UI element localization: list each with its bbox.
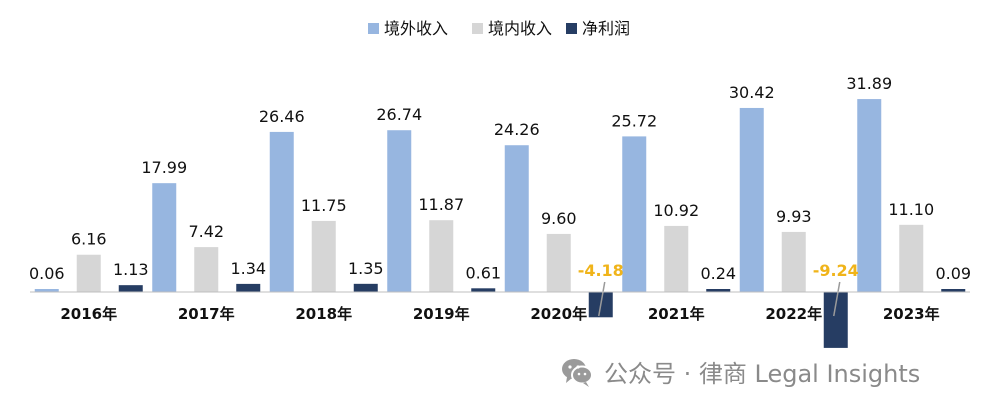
bar-s2-c2 [353, 283, 378, 292]
bar-s0-c6 [739, 107, 764, 292]
data-label-s1-c1: 7.42 [188, 222, 224, 241]
data-label-s2-c2: 1.35 [348, 259, 384, 278]
bar-s1-c1 [194, 247, 219, 292]
bar-s0-c5 [622, 136, 647, 292]
watermark: 公众号 · 律商 Legal Insights [560, 354, 920, 389]
bar-s2-c3 [471, 288, 496, 292]
data-label-s1-c0: 6.16 [71, 230, 107, 249]
data-label-s2-c3: 0.61 [465, 263, 501, 282]
legend-label-0: 境外收入 [384, 19, 448, 38]
data-label-s0-c0: 0.06 [29, 264, 65, 283]
data-label-s2-c0: 1.13 [113, 260, 149, 279]
x-tick-label-6: 2022年 [765, 305, 822, 323]
data-label-s1-c5: 10.92 [653, 201, 699, 220]
legend-label-1: 境内收入 [488, 19, 552, 38]
x-tick-label-4: 2020年 [530, 305, 587, 323]
bar-s0-c0 [34, 289, 59, 292]
data-label-s0-c7: 31.89 [846, 74, 892, 93]
x-tick-label-2: 2018年 [295, 305, 352, 323]
wechat-icon [562, 358, 593, 387]
data-label-s0-c3: 26.74 [376, 105, 422, 124]
data-label-s0-c4: 24.26 [494, 120, 540, 139]
x-axis-ticks: 2016年 2017年 2018年 2019年 2020年 2021年 2022年 2023年 [60, 305, 939, 323]
legend-label-2: 净利润 [582, 19, 630, 38]
data-label-s1-c7: 11.10 [888, 200, 934, 219]
data-label-s0-c6: 30.42 [729, 83, 775, 102]
bar-s1-c2 [311, 220, 336, 292]
data-label-s2-c5: 0.24 [700, 264, 736, 283]
legend: 境外收入 境内收入 净利润 [368, 19, 630, 38]
data-label-s2-c7: 0.09 [935, 264, 971, 283]
bar-s1-c6 [781, 231, 806, 292]
bar-s2-c1 [236, 283, 261, 292]
legend-swatch-2 [566, 23, 577, 34]
data-label-s0-c5: 25.72 [611, 111, 657, 130]
bar-s0-c4 [504, 145, 529, 292]
x-tick-label-0: 2016年 [60, 305, 117, 323]
data-label-s2-c1: 1.34 [230, 259, 266, 278]
legend-swatch-1 [472, 23, 483, 34]
data-label-s0-c2: 26.46 [259, 107, 305, 126]
bars [34, 99, 966, 348]
data-label-s1-c3: 11.87 [418, 195, 464, 214]
bar-s2-c0 [118, 285, 143, 292]
bar-s0-c7 [857, 99, 882, 293]
bar-s1-c7 [899, 224, 924, 292]
bar-s0-c2 [269, 131, 294, 292]
bar-s0-c3 [387, 130, 412, 292]
bar-s1-c0 [76, 254, 101, 292]
leader-line-c4 [598, 281, 606, 317]
data-label-s1-c6: 9.93 [776, 207, 812, 226]
data-label-s2-c6: -9.24 [813, 261, 859, 280]
data-labels: 0.06 17.99 26.46 26.74 24.26 25.72 30.42 31.89 6… [29, 74, 971, 317]
x-tick-label-5: 2021年 [648, 305, 705, 323]
bar-s1-c4 [546, 233, 571, 292]
legend-swatch-0 [368, 23, 379, 34]
bar-s2-c5 [706, 289, 731, 292]
data-label-s2-c4: -4.18 [578, 261, 624, 280]
bar-s1-c5 [664, 225, 689, 292]
leader-line-c6 [833, 281, 841, 317]
bar-s2-c7 [941, 289, 966, 292]
x-tick-label-3: 2019年 [413, 305, 470, 323]
data-label-s1-c2: 11.75 [301, 196, 347, 215]
x-tick-label-1: 2017年 [178, 305, 235, 323]
data-label-s1-c4: 9.60 [541, 209, 577, 228]
bar-s1-c3 [429, 220, 454, 292]
bar-s0-c1 [152, 183, 177, 292]
x-tick-label-7: 2023年 [883, 305, 940, 323]
data-label-s0-c1: 17.99 [141, 158, 187, 177]
watermark-text: 公众号 · 律商 Legal Insights [604, 360, 921, 388]
